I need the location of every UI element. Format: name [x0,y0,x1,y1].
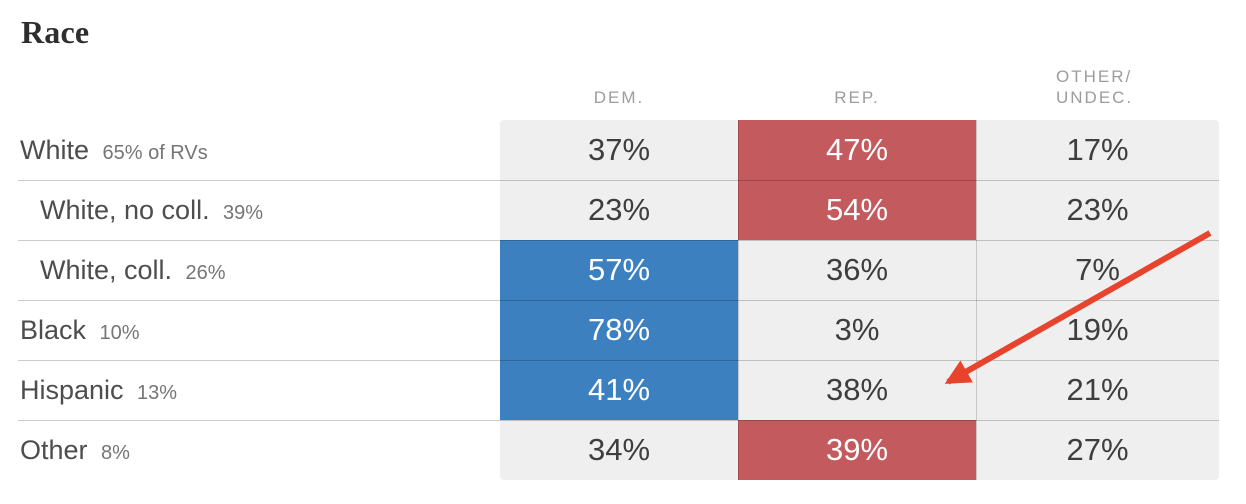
row-label: White [20,135,90,165]
column-header-other-line2: UNDEC. [1056,88,1134,107]
cell-black-dem: 78% [500,300,738,360]
cell-hispanic-dem: 41% [500,360,738,420]
column-divider [738,120,739,480]
cell-white-other: 17% [976,120,1219,180]
row-separator [18,180,1219,181]
table-row-other: Other 8% 34% 39% 27% [0,420,1219,480]
row-label-group: White, coll. 26% [0,240,500,300]
row-label: Other [20,435,88,465]
cell-hispanic-rep: 38% [738,360,976,420]
cell-white-no-coll-dem: 23% [500,180,738,240]
cell-white-rep: 47% [738,120,976,180]
row-sublabel: 13% [137,382,178,404]
row-separator [18,360,1219,361]
cell-white-coll-dem: 57% [500,240,738,300]
row-separator [18,240,1219,241]
column-header-rep: REP. [834,88,880,107]
table-row-black: Black 10% 78% 3% 19% [0,300,1219,360]
table-row-white-coll: White, coll. 26% 57% 36% 7% [0,240,1219,300]
cell-white-no-coll-other: 23% [976,180,1219,240]
table-row-white-no-coll: White, no coll. 39% 23% 54% 23% [0,180,1219,240]
cell-other-rep: 39% [738,420,976,480]
cell-other-dem: 34% [500,420,738,480]
cell-black-other: 19% [976,300,1219,360]
row-label-group: White 65% of RVs [0,120,500,180]
row-sublabel: 39% [223,202,264,224]
cell-white-dem: 37% [500,120,738,180]
page-title: Race [21,14,90,50]
row-label-group: Other 8% [0,420,500,480]
table-row-white: White 65% of RVs 37% 47% 17% [0,120,1219,180]
row-label: White, coll. [40,255,173,285]
row-sublabel: 10% [99,322,140,344]
row-label-group: Black 10% [0,300,500,360]
column-divider [976,120,977,480]
cell-hispanic-other: 21% [976,360,1219,420]
cell-white-coll-other: 7% [976,240,1219,300]
row-label-group: Hispanic 13% [0,360,500,420]
cell-black-rep: 3% [738,300,976,360]
row-sublabel: 26% [185,262,226,284]
cell-white-no-coll-rep: 54% [738,180,976,240]
column-header-other-undec: OTHER/ UNDEC. [1056,66,1133,108]
row-separator [18,300,1219,301]
data-table: White 65% of RVs 37% 47% 17% White, no c… [0,120,1219,480]
cell-other-other: 27% [976,420,1219,480]
row-separator [18,420,1219,421]
row-label: Black [20,315,87,345]
row-label: Hispanic [20,375,124,405]
row-sublabel: 8% [100,442,130,464]
column-header-dem: DEM. [593,88,645,107]
row-label: White, no coll. [40,195,210,225]
row-sublabel: 65% of RVs [102,142,208,164]
table-row-hispanic: Hispanic 13% 41% 38% 21% [0,360,1219,420]
cell-white-coll-rep: 36% [738,240,976,300]
column-header-other-line1: OTHER/ [1056,67,1133,86]
row-label-group: White, no coll. 39% [0,180,500,240]
